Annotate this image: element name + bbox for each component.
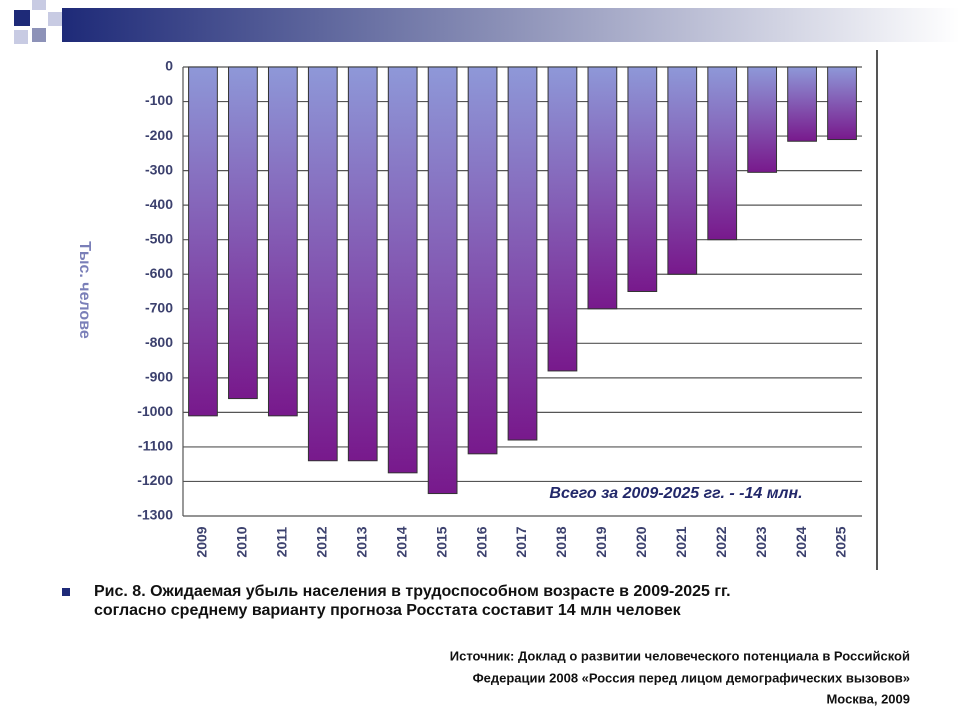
x-tick-label: 2023 (753, 526, 769, 557)
y-tick-label: -1100 (138, 438, 173, 454)
x-tick-label: 2009 (194, 526, 210, 557)
bar (707, 66, 738, 241)
y-tick-label: -700 (145, 299, 173, 315)
annotation: Всего за 2009-2025 гг. - -14 млн. (549, 485, 802, 502)
y-tick-label: -900 (145, 369, 173, 385)
x-tick-label: 2020 (633, 526, 649, 557)
x-tick-label: 2022 (713, 526, 729, 557)
x-tick-label: 2025 (833, 526, 849, 557)
y-tick-label: -600 (145, 265, 173, 281)
x-tick-label: 2015 (433, 526, 449, 557)
y-tick-label: -500 (145, 230, 173, 246)
bar (267, 66, 298, 417)
header-decoration (14, 0, 960, 44)
x-tick-label: 2011 (274, 527, 290, 558)
bar (188, 66, 218, 417)
x-tick-label: 2010 (234, 526, 250, 557)
x-tick-label: 2017 (513, 526, 529, 557)
x-tick-label: 2014 (393, 526, 409, 557)
bar (547, 66, 578, 372)
axis-label: Тыс. челове (76, 241, 93, 339)
bullet (62, 588, 70, 596)
x-tick-label: 2019 (593, 526, 609, 557)
y-tick-label: -200 (145, 127, 173, 143)
x-tick-label: 2012 (313, 526, 329, 557)
y-tick-label: -1000 (137, 403, 173, 419)
y-tick-label: -400 (145, 196, 173, 212)
source: Федерации 2008 «Россия перед лицом демог… (473, 670, 910, 685)
bar (427, 66, 458, 495)
y-tick-label: -100 (145, 92, 173, 108)
caption: согласно среднему варианту прогноза Росс… (94, 602, 682, 619)
x-tick-label: 2024 (793, 526, 809, 557)
bar (507, 66, 538, 441)
x-tick-label: 2016 (473, 526, 489, 557)
y-tick-label: -1200 (137, 472, 173, 488)
y-tick-label: 0 (165, 58, 173, 74)
bar (228, 66, 258, 400)
bar (747, 66, 778, 173)
caption: Рис. 8. Ожидаемая убыль населения в труд… (94, 583, 731, 600)
bar (827, 66, 857, 141)
bar (587, 66, 618, 310)
y-tick-label: -800 (145, 334, 173, 350)
bar (307, 66, 338, 462)
x-tick-label: 2021 (673, 526, 689, 557)
bar (627, 66, 658, 292)
bar (347, 66, 378, 462)
source: Источник: Доклад о развитии человеческог… (450, 648, 910, 663)
source: Москва, 2009 (826, 691, 910, 706)
bar (787, 66, 817, 142)
x-tick-label: 2018 (553, 526, 569, 557)
x-tick-label: 2013 (353, 526, 369, 557)
bar (667, 66, 698, 275)
bar (467, 66, 498, 455)
y-tick-label: -300 (145, 161, 173, 177)
y-tick-label: -1300 (137, 507, 173, 523)
bar (387, 66, 418, 474)
